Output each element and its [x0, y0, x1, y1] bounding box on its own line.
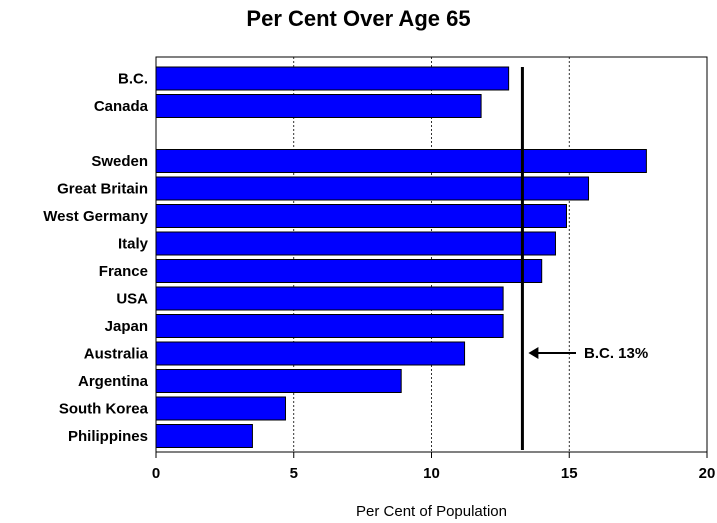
bar — [155, 286, 504, 311]
x-tick-label: 0 — [152, 465, 160, 482]
x-axis-label: Per Cent of Population — [356, 503, 507, 520]
category-label: Australia — [84, 346, 149, 363]
bar — [155, 94, 482, 118]
category-label: France — [99, 263, 148, 280]
category-label: Japan — [105, 318, 148, 335]
annotation-arrowhead — [528, 347, 539, 359]
bar — [155, 341, 466, 366]
bar — [155, 259, 543, 283]
category-label: Italy — [118, 236, 149, 253]
category-label: B.C. — [118, 71, 148, 88]
x-tick-label: 20 — [699, 465, 716, 482]
bar — [155, 149, 647, 173]
category-label: Canada — [94, 98, 149, 115]
bar — [155, 396, 286, 421]
category-label: Great Britain — [57, 181, 148, 198]
bar — [155, 66, 510, 91]
category-label: West Germany — [43, 208, 148, 225]
category-label: Philippines — [68, 428, 148, 445]
x-tick-label: 10 — [423, 465, 440, 482]
category-label: Argentina — [78, 373, 149, 390]
bar — [155, 314, 504, 338]
bar — [155, 424, 253, 448]
bar — [155, 204, 567, 228]
category-label: Sweden — [91, 153, 148, 170]
reference-line-label: B.C. 13% — [584, 345, 648, 362]
category-label: South Korea — [59, 401, 149, 418]
x-tick-label: 5 — [290, 465, 298, 482]
chart-title: Per Cent Over Age 65 — [246, 6, 471, 31]
bar — [155, 231, 556, 256]
bar — [155, 369, 402, 393]
x-tick-label: 15 — [561, 465, 578, 482]
category-label: USA — [116, 291, 148, 308]
